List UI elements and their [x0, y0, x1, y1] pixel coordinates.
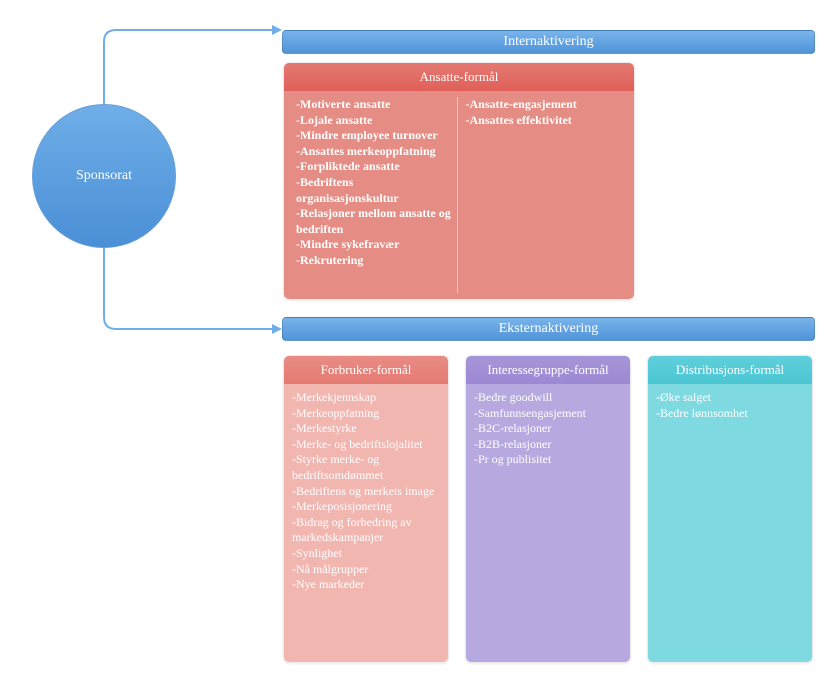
panel-column: -Merkekjennskap-Merkeoppfatning-Merkesty… [292, 390, 440, 593]
list-item: -Merkeposisjonering [292, 499, 440, 515]
connector-to-intern [104, 30, 272, 104]
list-item: -Bedriftens organisasjonskultur [296, 175, 453, 206]
interesse-panel: Interessegruppe-formål -Bedre goodwill-Sa… [465, 355, 631, 663]
list-item: -Øke salget [656, 390, 804, 406]
list-item: -Merkeoppfatning [292, 406, 440, 422]
list-item: -Bedriftens og merkets image [292, 484, 440, 500]
distribusjon-panel: Distribusjons-formål -Øke salget-Bedre lø… [647, 355, 813, 663]
list-item: -Pr og publisitet [474, 452, 622, 468]
ansatte-panel-body: -Motiverte ansatte-Lojale ansatte-Mindre… [284, 91, 634, 299]
connector-arrow-to-ekstern [272, 324, 282, 334]
ansatte-panel: Ansatte-formål -Motiverte ansatte-Lojale … [283, 62, 635, 300]
list-item: -Mindre employee turnover [296, 128, 453, 144]
list-item: -Ansattes merkeoppfatning [296, 144, 453, 160]
list-item: -Merke- og bedriftslojalitet [292, 437, 440, 453]
list-item: -Ansatte-engasjement [466, 97, 623, 113]
panel-column: -Bedre goodwill-Samfunnsengasjement-B2C-… [474, 390, 622, 468]
panel-column: -Motiverte ansatte-Lojale ansatte-Mindre… [292, 97, 457, 293]
forbruker-panel-header: Forbruker-formål [284, 356, 448, 384]
list-item: -Bedre goodwill [474, 390, 622, 406]
list-item: -Styrke merke- og bedriftsomdømmet [292, 452, 440, 483]
list-item: -Rekrutering [296, 253, 453, 269]
interesse-panel-header: Interessegruppe-formål [466, 356, 630, 384]
connector-arrow-to-intern [272, 25, 282, 35]
list-item: -Nye markeder [292, 577, 440, 593]
ansatte-panel-header: Ansatte-formål [284, 63, 634, 91]
distribusjon-panel-body: -Øke salget-Bedre lønnsomhet [648, 384, 812, 662]
list-item: -Forpliktede ansatte [296, 159, 453, 175]
list-item: -Motiverte ansatte [296, 97, 453, 113]
list-item: -Ansattes effektivitet [466, 113, 623, 129]
forbruker-panel-body: -Merkekjennskap-Merkeoppfatning-Merkesty… [284, 384, 448, 662]
list-item: -Bedre lønnsomhet [656, 406, 804, 422]
list-item: -Merkekjennskap [292, 390, 440, 406]
list-item: -Lojale ansatte [296, 113, 453, 129]
list-item: -Nå målgrupper [292, 562, 440, 578]
list-item: -Bidrag og forbedring av markedskampanje… [292, 515, 440, 546]
panel-column: -Øke salget-Bedre lønnsomhet [656, 390, 804, 421]
connector-to-ekstern [104, 248, 272, 329]
list-item: -Mindre sykefravær [296, 237, 453, 253]
list-item: -B2C-relasjoner [474, 421, 622, 437]
list-item: -Relasjoner mellom ansatte og bedriften [296, 206, 453, 237]
list-item: -Synlighet [292, 546, 440, 562]
panel-column: -Ansatte-engasjement-Ansattes effektivit… [457, 97, 627, 293]
list-item: -B2B-relasjoner [474, 437, 622, 453]
list-item: -Merkestyrke [292, 421, 440, 437]
forbruker-panel: Forbruker-formål -Merkekjennskap-Merkeopp… [283, 355, 449, 663]
interesse-panel-body: -Bedre goodwill-Samfunnsengasjement-B2C-… [466, 384, 630, 662]
distribusjon-panel-header: Distribusjons-formål [648, 356, 812, 384]
list-item: -Samfunnsengasjement [474, 406, 622, 422]
